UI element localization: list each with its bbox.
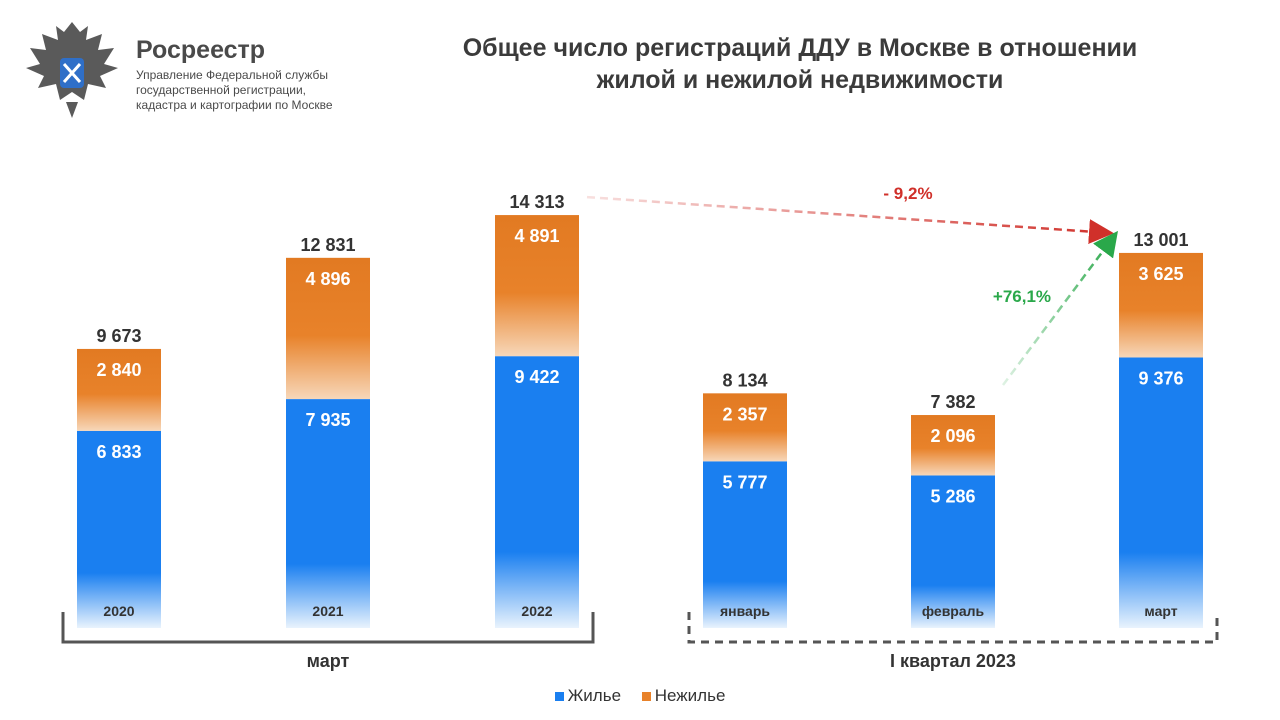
- data-label-nonresidential: 2 357: [722, 404, 767, 424]
- rosreestr-logo: Росреестр Управление Федеральной службы …: [22, 14, 362, 124]
- chart-legend: Жилье Нежилье: [0, 686, 1280, 706]
- data-label-residential: 9 422: [514, 367, 559, 387]
- group-label: I квартал 2023: [890, 651, 1016, 671]
- data-label-residential: 5 777: [722, 472, 767, 492]
- x-tick-label: март: [1144, 603, 1177, 619]
- bar-nonresidential: [911, 415, 995, 476]
- data-label-total: 12 831: [300, 235, 355, 255]
- bar-nonresidential: [1119, 252, 1203, 358]
- logo-subtitle-line: Управление Федеральной службы: [136, 68, 328, 82]
- bar-nonresidential: [495, 215, 579, 357]
- x-tick-label: 2022: [521, 603, 552, 619]
- data-label-nonresidential: 2 096: [930, 426, 975, 446]
- increase-arrow: [1001, 230, 1118, 386]
- legend-item-nonresidential: Нежилье: [641, 686, 726, 706]
- legend-swatch: [554, 692, 564, 702]
- chart-title-line: жилой и нежилой недвижимости: [596, 66, 1004, 94]
- bar-residential: [703, 461, 787, 628]
- x-tick-label: февраль: [922, 603, 985, 619]
- eagle-emblem-icon: [26, 22, 118, 118]
- data-label-total: 8 134: [722, 370, 767, 390]
- data-label-total: 14 313: [509, 192, 564, 212]
- legend-label: Нежилье: [654, 686, 726, 705]
- data-label-total: 13 001: [1133, 230, 1188, 250]
- group-bracket: [61, 612, 595, 644]
- x-tick-label: 2020: [103, 603, 134, 619]
- data-label-residential: 7 935: [305, 410, 350, 430]
- data-label-residential: 5 286: [930, 486, 975, 506]
- decrease-arrow: [586, 195, 1114, 245]
- data-label-total: 9 673: [96, 326, 141, 346]
- bar-nonresidential: [77, 348, 161, 431]
- data-label-total: 7 382: [930, 392, 975, 412]
- bar-residential: [286, 399, 370, 628]
- data-label-nonresidential: 4 896: [305, 269, 350, 289]
- bar-residential: [77, 430, 161, 628]
- chart-title: Общее число регистраций ДДУ в Москве в о…: [330, 32, 1270, 96]
- logo-subtitle: Управление Федеральной службы государств…: [136, 68, 366, 113]
- logo-subtitle-line: государственной регистрации,: [136, 83, 306, 97]
- increase-annotation: +76,1%: [993, 287, 1051, 306]
- x-tick-label: январь: [720, 603, 770, 619]
- bar-residential: [911, 475, 995, 628]
- logo-title: Росреестр: [136, 36, 266, 64]
- data-label-nonresidential: 3 625: [1138, 264, 1183, 284]
- bar-nonresidential: [703, 393, 787, 462]
- data-label-residential: 6 833: [96, 442, 141, 462]
- legend-item-residential: Жилье: [554, 686, 622, 706]
- group-label: март: [307, 651, 350, 671]
- bar-residential: [1119, 357, 1203, 628]
- bar-residential: [495, 356, 579, 628]
- group-bracket: [687, 612, 1219, 644]
- logo-subtitle-line: кадастра и картографии по Москве: [136, 98, 333, 112]
- x-tick-label: 2021: [312, 603, 343, 619]
- data-label-nonresidential: 2 840: [96, 360, 141, 380]
- chart-title-line: Общее число регистраций ДДУ в Москве в о…: [462, 34, 1138, 62]
- data-label-nonresidential: 4 891: [514, 226, 559, 246]
- legend-label: Жилье: [567, 686, 622, 705]
- legend-swatch: [641, 692, 651, 702]
- bar-nonresidential: [286, 257, 370, 400]
- decrease-annotation: - 9,2%: [883, 184, 932, 203]
- data-label-residential: 9 376: [1138, 369, 1183, 389]
